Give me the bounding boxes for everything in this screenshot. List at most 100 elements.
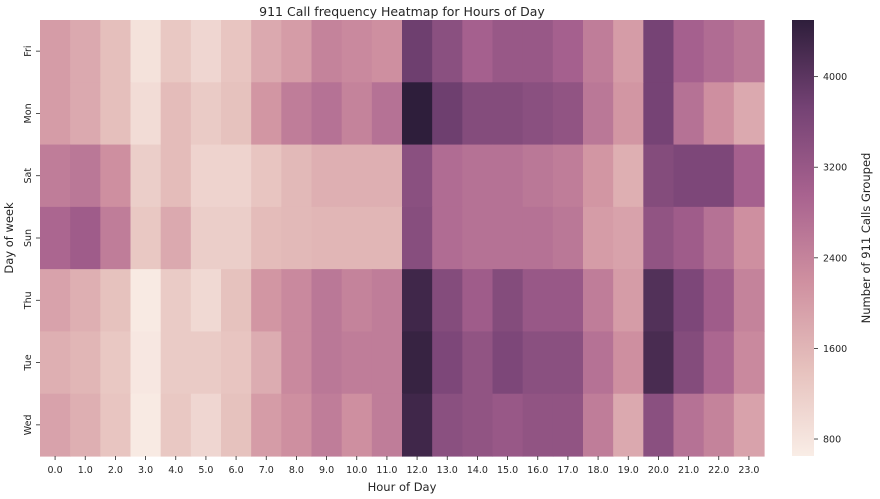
heatmap-cell <box>281 20 313 83</box>
heatmap-cell <box>462 82 494 146</box>
heatmap-cell <box>703 331 735 395</box>
heatmap-cell <box>190 331 222 395</box>
x-tick-label: 13.0 <box>437 465 458 476</box>
heatmap-cell <box>100 393 132 457</box>
heatmap-cell <box>311 393 343 457</box>
x-tick-label: 2.0 <box>108 465 123 476</box>
heatmap-cell <box>733 269 765 333</box>
heatmap-cell <box>130 206 162 270</box>
x-tick-label: 15.0 <box>497 465 518 476</box>
heatmap-cell <box>281 206 313 270</box>
x-axis-label: Hour of Day <box>368 480 437 494</box>
heatmap-cell <box>613 331 644 395</box>
heatmap-cell <box>703 82 735 146</box>
heatmap-cell <box>643 393 675 457</box>
heatmap-cell <box>251 144 282 208</box>
heatmap-cell <box>432 206 463 270</box>
heatmap-cell <box>70 393 101 457</box>
heatmap-cell <box>40 144 71 208</box>
heatmap-cell <box>643 269 675 333</box>
heatmap-cell <box>552 82 584 146</box>
heatmap-cell <box>733 144 765 208</box>
heatmap-cell <box>190 269 222 333</box>
y-tick-label: Tue <box>23 354 34 371</box>
heatmap-cell <box>130 20 162 83</box>
heatmap-cell <box>190 144 222 208</box>
y-tick-label: Thu <box>23 291 34 310</box>
x-tick-label: 17.0 <box>557 465 578 476</box>
heatmap-cell <box>341 393 373 457</box>
x-tick-label: 5.0 <box>198 465 213 476</box>
heatmap-cell <box>341 20 373 83</box>
heatmap-cell <box>341 269 373 333</box>
heatmap-cell <box>160 144 192 208</box>
heatmap-cell <box>522 331 554 395</box>
heatmap-cell <box>703 269 735 333</box>
heatmap-cell <box>40 206 71 270</box>
heatmap-cell <box>100 206 132 270</box>
heatmap-cell <box>371 331 403 395</box>
heatmap-cell <box>40 20 71 83</box>
heatmap-cell <box>40 331 71 395</box>
heatmap-cell <box>371 82 403 146</box>
heatmap-cell <box>311 206 343 270</box>
heatmap-cell <box>613 144 644 208</box>
heatmap-cell <box>100 269 132 333</box>
heatmap-cell <box>341 206 373 270</box>
x-tick-label: 4.0 <box>168 465 183 476</box>
heatmap-cell <box>221 393 252 457</box>
heatmap-cell <box>341 82 373 146</box>
y-tick-label: Sun <box>23 229 34 247</box>
heatmap-cell <box>673 144 705 208</box>
heatmap-cell <box>583 144 614 208</box>
heatmap-cell <box>402 269 433 333</box>
heatmap-cell <box>583 82 614 146</box>
heatmap-cell <box>673 331 705 395</box>
heatmap-cell <box>100 82 132 146</box>
y-tick-label: Wed <box>23 414 34 435</box>
heatmap-cell <box>583 20 614 83</box>
heatmap-cell <box>522 82 554 146</box>
heatmap-cell <box>673 269 705 333</box>
heatmap-cell <box>552 206 584 270</box>
heatmap-cell <box>190 82 222 146</box>
heatmap-cell <box>221 20 252 83</box>
heatmap-cell <box>130 269 162 333</box>
heatmap-cell <box>251 206 282 270</box>
heatmap-cell <box>462 331 494 395</box>
heatmap-cell <box>402 331 433 395</box>
heatmap-cell <box>281 82 313 146</box>
x-tick-label: 16.0 <box>527 465 548 476</box>
heatmap-cell <box>70 82 101 146</box>
heatmap-cell <box>371 393 403 457</box>
x-tick-label: 23.0 <box>738 465 759 476</box>
heatmap-cell <box>703 393 735 457</box>
heatmap-cell <box>703 144 735 208</box>
heatmap-cell <box>462 269 494 333</box>
heatmap-cell <box>251 20 282 83</box>
heatmap-cell <box>613 206 644 270</box>
heatmap-cell <box>190 393 222 457</box>
heatmap-cell <box>160 20 192 83</box>
x-axis-ticks: 0.0 1.0 2.0 3.0 4.0 5.0 6.0 7.0 8.0 9.0 10.0 11.0 12… <box>48 456 759 476</box>
heatmap-cell <box>281 269 313 333</box>
colorbar-tick-label: 3200 <box>823 163 847 174</box>
heatmap-cell <box>643 331 675 395</box>
heatmap-cell <box>703 20 735 83</box>
heatmap-cell <box>341 331 373 395</box>
chart-title: 911 Call frequency Heatmap for Hours of … <box>259 4 545 19</box>
heatmap-cell <box>130 82 162 146</box>
heatmap-cell <box>160 269 192 333</box>
heatmap-cell <box>100 331 132 395</box>
heatmap-cell <box>100 20 132 83</box>
heatmap-cell <box>432 393 463 457</box>
heatmap-cell <box>492 269 524 333</box>
heatmap-cell <box>190 20 222 83</box>
y-tick-label: Mon <box>23 103 34 123</box>
x-tick-label: 3.0 <box>138 465 153 476</box>
heatmap-cell <box>311 269 343 333</box>
heatmap-cell <box>552 269 584 333</box>
heatmap-cell <box>130 393 162 457</box>
heatmap-cell <box>371 20 403 83</box>
